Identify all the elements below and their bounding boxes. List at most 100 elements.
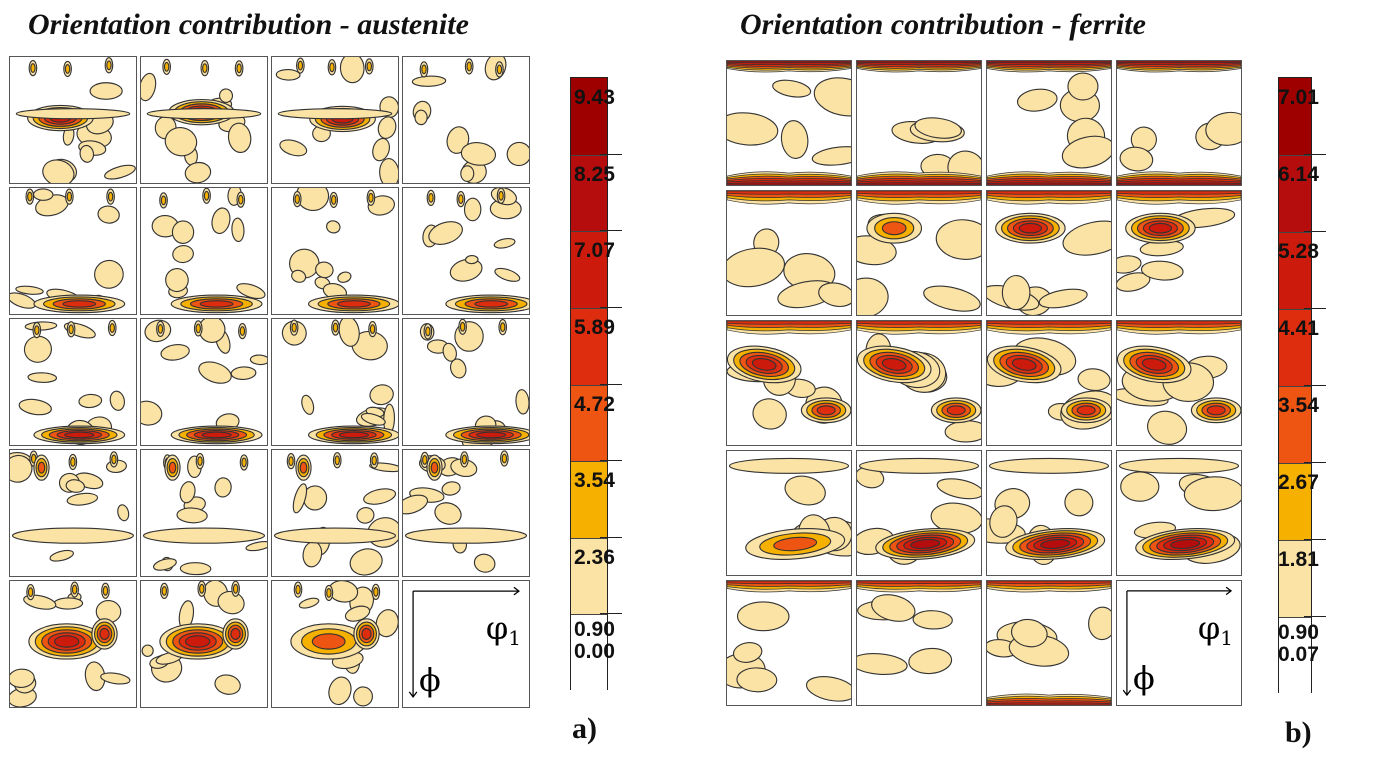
austenite-colorbar-tick-label: 5.89 <box>574 315 615 339</box>
austenite-colorbar-tick-label: 2.36 <box>574 545 615 569</box>
ferrite-colorbar-tick-label: 5.28 <box>1278 240 1319 263</box>
austenite-section-16 <box>402 449 530 577</box>
austenite-section-6 <box>140 187 268 315</box>
ferrite-colorbar-tick-label: 3.54 <box>1278 394 1319 417</box>
ferrite-section-8 <box>1116 190 1242 316</box>
ferrite-section-7 <box>986 190 1112 316</box>
austenite-section-15 <box>271 449 399 577</box>
austenite-section-3 <box>271 56 399 184</box>
ferrite-colorbar-band <box>1279 386 1311 463</box>
ferrite-colorbar-tick-label: 0.90 <box>1278 621 1319 644</box>
ferrite-section-19 <box>986 580 1112 706</box>
chart-title-austenite: Orientation contribution - austenite <box>28 8 469 41</box>
austenite-colorbar-tick <box>600 230 622 232</box>
austenite-section-18 <box>140 580 268 708</box>
austenite-axes-legend: φ1 ϕ <box>402 580 530 708</box>
ferrite-colorbar-band <box>1279 540 1311 617</box>
austenite-colorbar-tick <box>600 306 622 308</box>
ferrite-section-11 <box>986 320 1112 446</box>
austenite-section-1 <box>9 56 137 184</box>
ferrite-colorbar-tick-label: 4.41 <box>1278 317 1319 340</box>
austenite-colorbar-tick <box>600 460 622 462</box>
axis-label-phi: ϕ <box>1133 659 1155 697</box>
ferrite-colorbar-tick-label: 6.14 <box>1278 163 1319 186</box>
austenite-section-4 <box>402 56 530 184</box>
austenite-colorbar-tick <box>600 153 622 155</box>
ferrite-colorbar-band <box>1279 309 1311 386</box>
ferrite-section-5 <box>726 190 852 316</box>
austenite-colorbar-band <box>571 537 607 615</box>
ferrite-section-9 <box>726 320 852 446</box>
axis-label-phi1: φ1 <box>1197 609 1233 650</box>
ferrite-colorbar-tick <box>1304 308 1326 309</box>
austenite-section-14 <box>140 449 268 577</box>
axis-label-phi1: φ1 <box>485 609 521 650</box>
ferrite-colorbar-tick <box>1304 616 1326 617</box>
ferrite-section-15 <box>986 450 1112 576</box>
austenite-colorbar-band <box>571 461 607 538</box>
austenite-section-17 <box>9 580 137 708</box>
ferrite-colorbar-tick <box>1304 385 1326 386</box>
ferrite-axes-legend: φ1 ϕ <box>1116 580 1242 706</box>
ferrite-colorbar-band <box>1279 463 1311 540</box>
austenite-colorbar-band <box>571 154 607 232</box>
ferrite-colorbar-tick <box>1304 231 1326 232</box>
austenite-section-9 <box>9 318 137 446</box>
ferrite-section-12 <box>1116 320 1242 446</box>
chart-title-ferrite: Orientation contribution - ferrite <box>740 8 1146 41</box>
austenite-colorbar-band <box>571 384 607 462</box>
ferrite-section-6 <box>856 190 982 316</box>
ferrite-colorbar-tick-label: 1.81 <box>1278 548 1319 571</box>
austenite-colorbar-tick-label: 7.07 <box>574 239 615 263</box>
ferrite-section-13 <box>726 450 852 576</box>
ferrite-section-1 <box>726 60 852 186</box>
austenite-section-13 <box>9 449 137 577</box>
austenite-colorbar-tick <box>600 536 622 538</box>
ferrite-colorbar-bar <box>1278 77 1312 694</box>
austenite-section-2 <box>140 56 268 184</box>
austenite-section-5 <box>9 187 137 315</box>
ferrite-colorbar-band <box>1279 155 1311 232</box>
ferrite-colorbar-tick-label: 0.07 <box>1278 643 1319 666</box>
ferrite-section-14 <box>856 450 982 576</box>
austenite-colorbar-tick-label: 0.00 <box>574 640 615 664</box>
austenite-odf-grid: φ1 ϕ <box>9 56 530 708</box>
ferrite-section-16 <box>1116 450 1242 576</box>
austenite-section-7 <box>271 187 399 315</box>
austenite-colorbar-tick-label: 0.90 <box>574 618 615 642</box>
ferrite-section-18 <box>856 580 982 706</box>
austenite-colorbar-tick-label: 3.54 <box>574 469 615 493</box>
ferrite-section-4 <box>1116 60 1242 186</box>
austenite-colorbar-bar <box>570 77 608 691</box>
austenite-section-19 <box>271 580 399 708</box>
austenite-section-12 <box>402 318 530 446</box>
panel-label-b: b) <box>1285 716 1312 749</box>
axis-label-phi: ϕ <box>419 661 441 699</box>
ferrite-colorbar-tick <box>1304 539 1326 540</box>
austenite-section-11 <box>271 318 399 446</box>
austenite-colorbar-tick <box>600 383 622 385</box>
ferrite-colorbar-tick-label: 7.01 <box>1278 86 1319 109</box>
panel-label-a: a) <box>572 712 597 745</box>
ferrite-colorbar-band <box>1279 78 1311 155</box>
austenite-section-10 <box>140 318 268 446</box>
austenite-colorbar-band <box>571 614 607 691</box>
austenite-colorbar-tick-label: 4.72 <box>574 392 615 416</box>
ferrite-colorbar-tick <box>1304 154 1326 155</box>
ferrite-odf-grid: φ1 ϕ <box>726 60 1242 706</box>
ferrite-section-3 <box>986 60 1112 186</box>
ferrite-section-17 <box>726 580 852 706</box>
austenite-colorbar-tick-label: 9.43 <box>574 86 615 109</box>
ferrite-colorbar-band <box>1279 617 1311 694</box>
austenite-colorbar-band <box>571 231 607 308</box>
austenite-colorbar-band <box>571 78 607 155</box>
austenite-colorbar-tick-label: 8.25 <box>574 162 615 186</box>
austenite-colorbar-tick <box>600 613 622 615</box>
ferrite-colorbar-tick-label: 2.67 <box>1278 471 1319 494</box>
ferrite-section-2 <box>856 60 982 186</box>
austenite-colorbar-band <box>571 307 607 385</box>
austenite-section-8 <box>402 187 530 315</box>
ferrite-colorbar-tick <box>1304 462 1326 463</box>
ferrite-section-10 <box>856 320 982 446</box>
ferrite-colorbar-band <box>1279 232 1311 309</box>
